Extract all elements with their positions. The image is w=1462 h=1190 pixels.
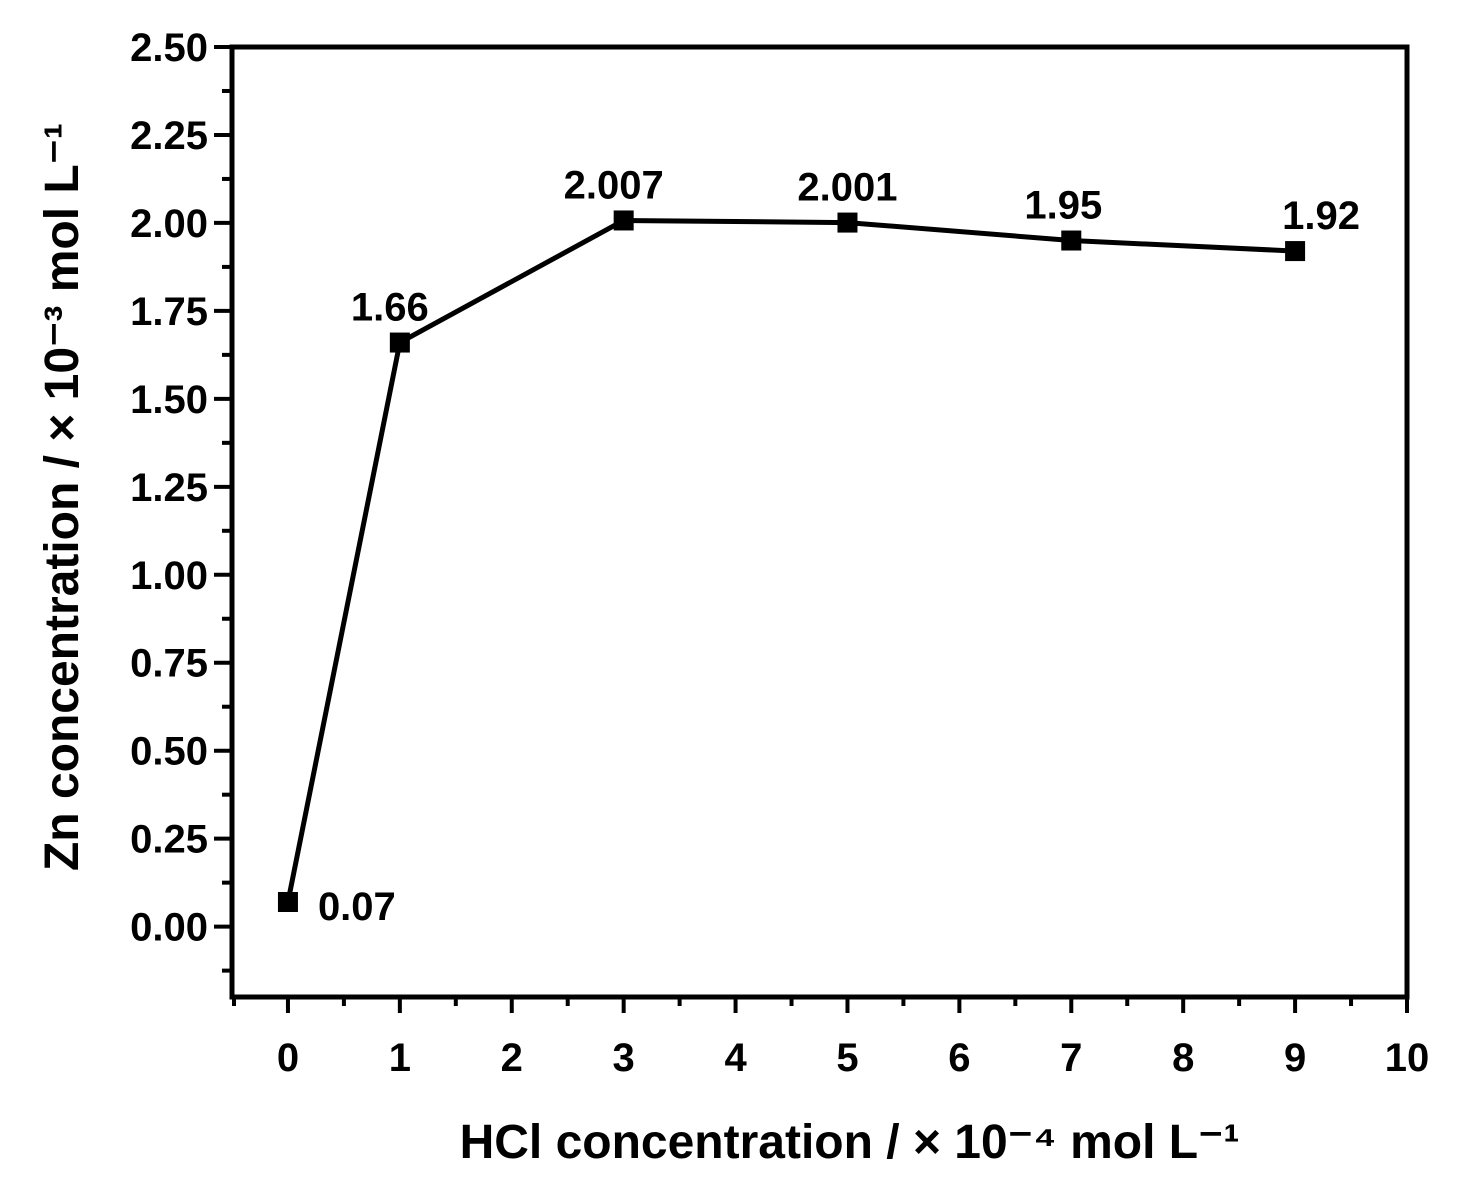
x-tick-label: 2 bbox=[501, 1036, 523, 1080]
x-tick-label: 3 bbox=[613, 1036, 635, 1080]
data-point-marker bbox=[1285, 241, 1306, 262]
y-tick-label: 0.50 bbox=[130, 730, 208, 774]
tick-labels: 0 1 2 3 4 5 6 7 8 9 10 0.00 0.25 0.50 0.75 1.00 1.25 1.50… bbox=[130, 26, 1429, 1080]
x-tick-label: 5 bbox=[836, 1036, 858, 1080]
x-tick-label: 0 bbox=[277, 1036, 299, 1080]
data-label: 2.001 bbox=[797, 166, 897, 210]
y-tick-label: 1.00 bbox=[130, 554, 208, 598]
y-tick-label: 2.25 bbox=[130, 114, 208, 158]
data-label: 1.95 bbox=[1024, 184, 1102, 228]
y-tick-label: 2.00 bbox=[130, 202, 208, 246]
data-point-marker bbox=[837, 212, 858, 233]
x-tick-label: 1 bbox=[389, 1036, 411, 1080]
plot-frame bbox=[229, 44, 1410, 1000]
series-line bbox=[285, 217, 1296, 903]
x-tick-label: 10 bbox=[1385, 1036, 1430, 1080]
x-tick-label: 4 bbox=[724, 1036, 747, 1080]
data-point-marker bbox=[389, 332, 410, 353]
y-tick-label: 0.75 bbox=[130, 642, 208, 686]
x-axis-title: HCl concentration / × 10⁻⁴ mol L⁻¹ bbox=[460, 1116, 1240, 1169]
data-labels: 0.07 1.66 2.007 2.001 1.95 1.92 bbox=[318, 163, 1360, 929]
y-axis-title: Zn concentration / × 10⁻³ mol L⁻¹ bbox=[36, 123, 89, 871]
y-tick-label: 1.50 bbox=[130, 378, 208, 422]
x-tick-label: 7 bbox=[1060, 1036, 1082, 1080]
data-label: 1.92 bbox=[1282, 194, 1360, 238]
y-tick-label: 2.50 bbox=[130, 26, 208, 70]
x-tick-label: 9 bbox=[1284, 1036, 1306, 1080]
data-label: 2.007 bbox=[564, 163, 664, 207]
data-point-marker bbox=[613, 210, 634, 231]
y-tick-label: 0.00 bbox=[130, 906, 208, 950]
data-series bbox=[277, 210, 1306, 912]
x-tick-label: 6 bbox=[948, 1036, 970, 1080]
y-tick-label: 1.75 bbox=[130, 290, 208, 334]
data-label: 0.07 bbox=[318, 885, 396, 929]
data-label: 1.66 bbox=[351, 286, 429, 330]
y-tick-label: 1.25 bbox=[130, 466, 208, 510]
data-point-marker bbox=[1061, 230, 1082, 251]
x-tick-label: 8 bbox=[1172, 1036, 1194, 1080]
data-point-marker bbox=[277, 892, 298, 912]
y-tick-label: 0.25 bbox=[130, 818, 208, 862]
